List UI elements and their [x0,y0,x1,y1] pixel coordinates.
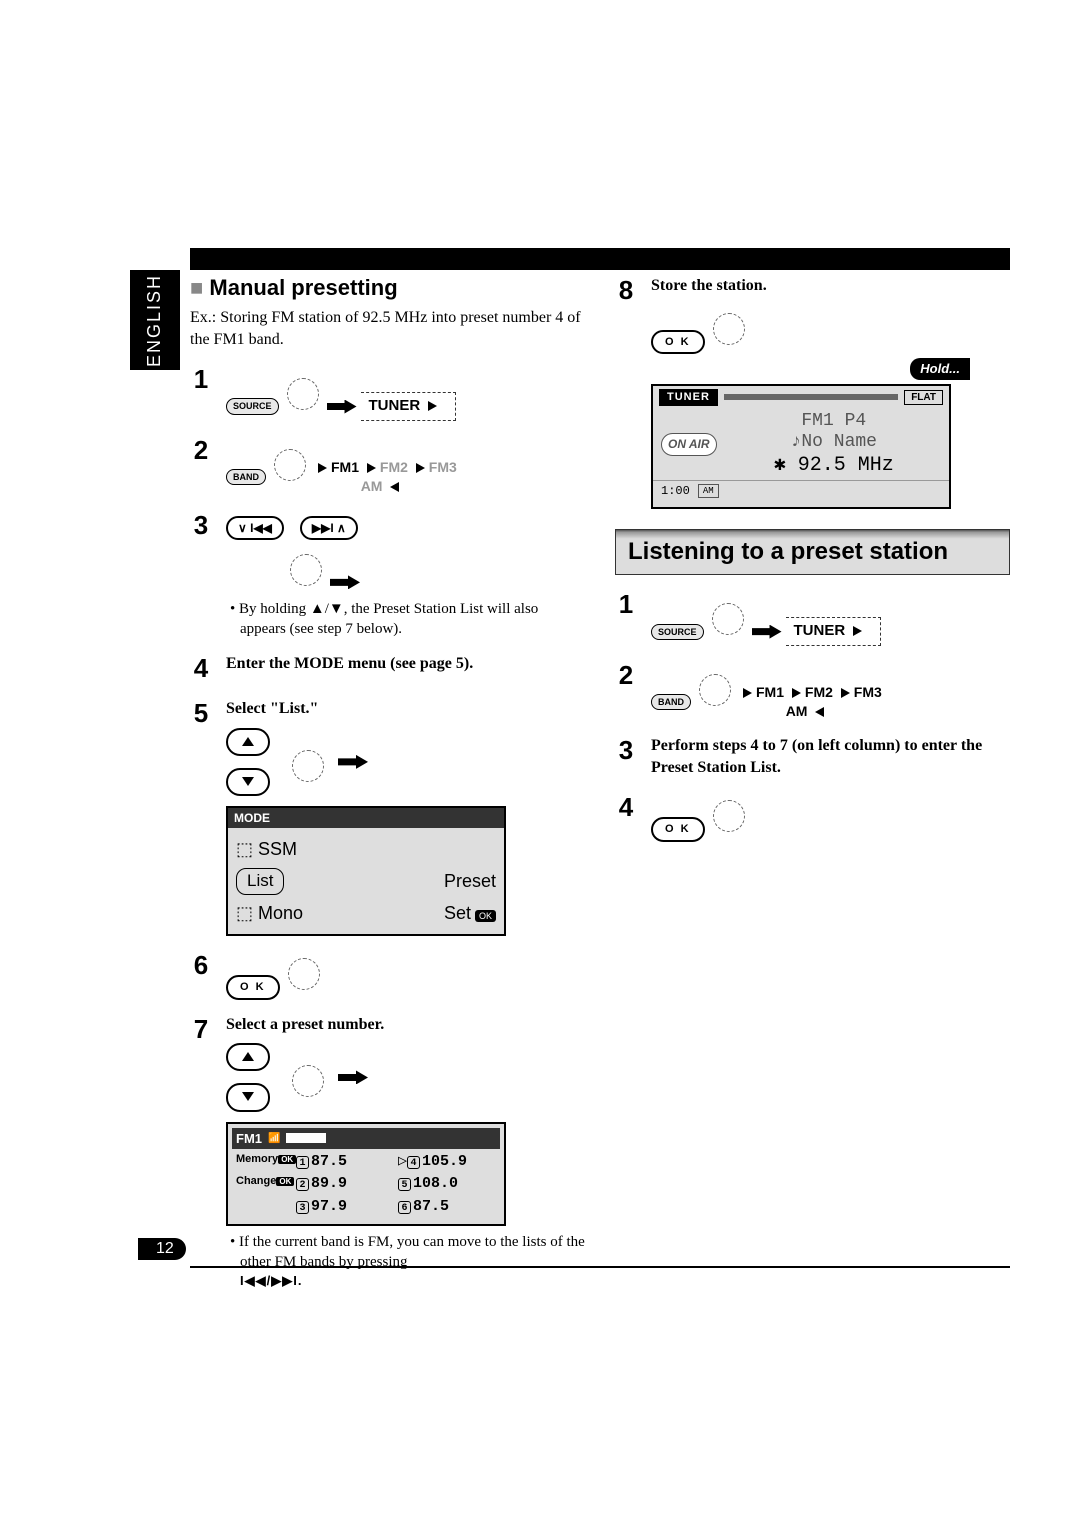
radio-display: TUNER FLAT ON AIR FM1 P4 ♪No Name ✱ 92.5… [651,384,951,509]
press-gesture-icon [284,950,324,990]
step-number: 6 [190,950,212,981]
step-number: 3 [190,510,212,541]
left-step-7: 7 Select a preset number. FM1 📶 [190,1014,585,1290]
source-button: SOURCE [651,624,704,640]
up-down-buttons [226,1043,270,1111]
next-button: ▶▶I ∧ [300,516,358,540]
band-button: BAND [651,694,691,710]
up-down-buttons [226,728,270,796]
arrow-right-icon [330,575,360,589]
press-gesture-icon [270,441,310,481]
tuner-label: TUNER [361,392,457,420]
hold-indicator: Hold... [910,358,970,380]
ok-button: O K [651,817,705,842]
language-label: ENGLISH [145,273,166,366]
arrow-right-icon [338,755,368,769]
press-gesture-icon [709,792,749,832]
step-number: 7 [190,1014,212,1045]
step-number: 2 [615,660,637,691]
left-step-3: 3 ∨ I◀◀ ▶▶I ∧ By holding ▲/▼, the Preset… [190,510,585,639]
right-step-8: 8 Store the station. O K Hold... TUNER F… [615,275,1010,509]
skip-icons: I◀◀/▶▶I. [226,1272,585,1290]
arrow-right-icon [752,625,782,639]
step-number: 4 [615,792,637,823]
left-step-1: 1 SOURCE TUNER [190,364,585,420]
left-step-5: 5 Select "List." MODE ⬚ SSM [190,698,585,936]
preset-list-display: FM1 📶 MemoryOK 187.5 ▷4105.9 ChangeOK 28… [226,1122,506,1226]
step-number: 3 [615,735,637,766]
right-step-4: 4 O K [615,792,1010,842]
right-step-1: 1 SOURCE TUNER [615,589,1010,645]
right-step-2: 2 BAND FM1 FM2 FM3 AM [615,660,1010,721]
right-column: 8 Store the station. O K Hold... TUNER F… [615,275,1010,1304]
step-number: 8 [615,275,637,306]
press-gesture-icon [286,546,326,586]
list-option: List [236,868,284,895]
ok-button: O K [651,330,705,355]
listening-section-title: Listening to a preset station [615,529,1010,575]
arrow-right-icon [327,400,357,414]
prev-button: ∨ I◀◀ [226,516,284,540]
left-step-4: 4 Enter the MODE menu (see page 5). [190,653,585,684]
band-flow-diagram: FM1 FM2 FM3 AM [739,683,882,721]
source-button: SOURCE [226,398,279,414]
arrow-icon [428,401,437,411]
press-gesture-icon [283,370,323,410]
step3-note: By holding ▲/▼, the Preset Station List … [226,599,585,640]
bottom-rule [190,1266,1010,1268]
page-content: Manual presetting Ex.: Storing FM statio… [190,275,1010,1304]
down-icon [242,1092,254,1101]
press-gesture-icon [695,666,735,706]
band-button: BAND [226,469,266,485]
top-rule [190,248,1010,270]
mode-menu-display: MODE ⬚ SSM List Preset ⬚ Mono SetOK [226,806,506,936]
press-gesture-icon [288,742,328,782]
left-step-6: 6 O K [190,950,585,1000]
manual-presetting-intro: Ex.: Storing FM station of 92.5 MHz into… [190,307,585,350]
language-tab: ENGLISH [130,270,180,370]
step-number: 1 [190,364,212,395]
down-icon [242,777,254,786]
manual-presetting-title: Manual presetting [190,275,585,301]
ok-button: O K [226,975,280,1000]
right-step-3: 3 Perform steps 4 to 7 (on left column) … [615,735,1010,778]
band-flow-diagram: FM1 FM2 FM3 AM [314,458,457,496]
page-number: 12 [138,1238,186,1260]
step-number: 4 [190,653,212,684]
left-column: Manual presetting Ex.: Storing FM statio… [190,275,585,1304]
press-gesture-icon [709,305,749,345]
tuner-label: TUNER [786,617,882,645]
left-step-2: 2 BAND FM1 FM2 FM3 AM [190,435,585,496]
step-number: 5 [190,698,212,729]
step-number: 1 [615,589,637,620]
arrow-right-icon [338,1070,368,1084]
press-gesture-icon [708,595,748,635]
press-gesture-icon [288,1057,328,1097]
up-icon [242,1052,254,1061]
on-air-badge: ON AIR [661,433,717,455]
up-icon [242,737,254,746]
step-number: 2 [190,435,212,466]
